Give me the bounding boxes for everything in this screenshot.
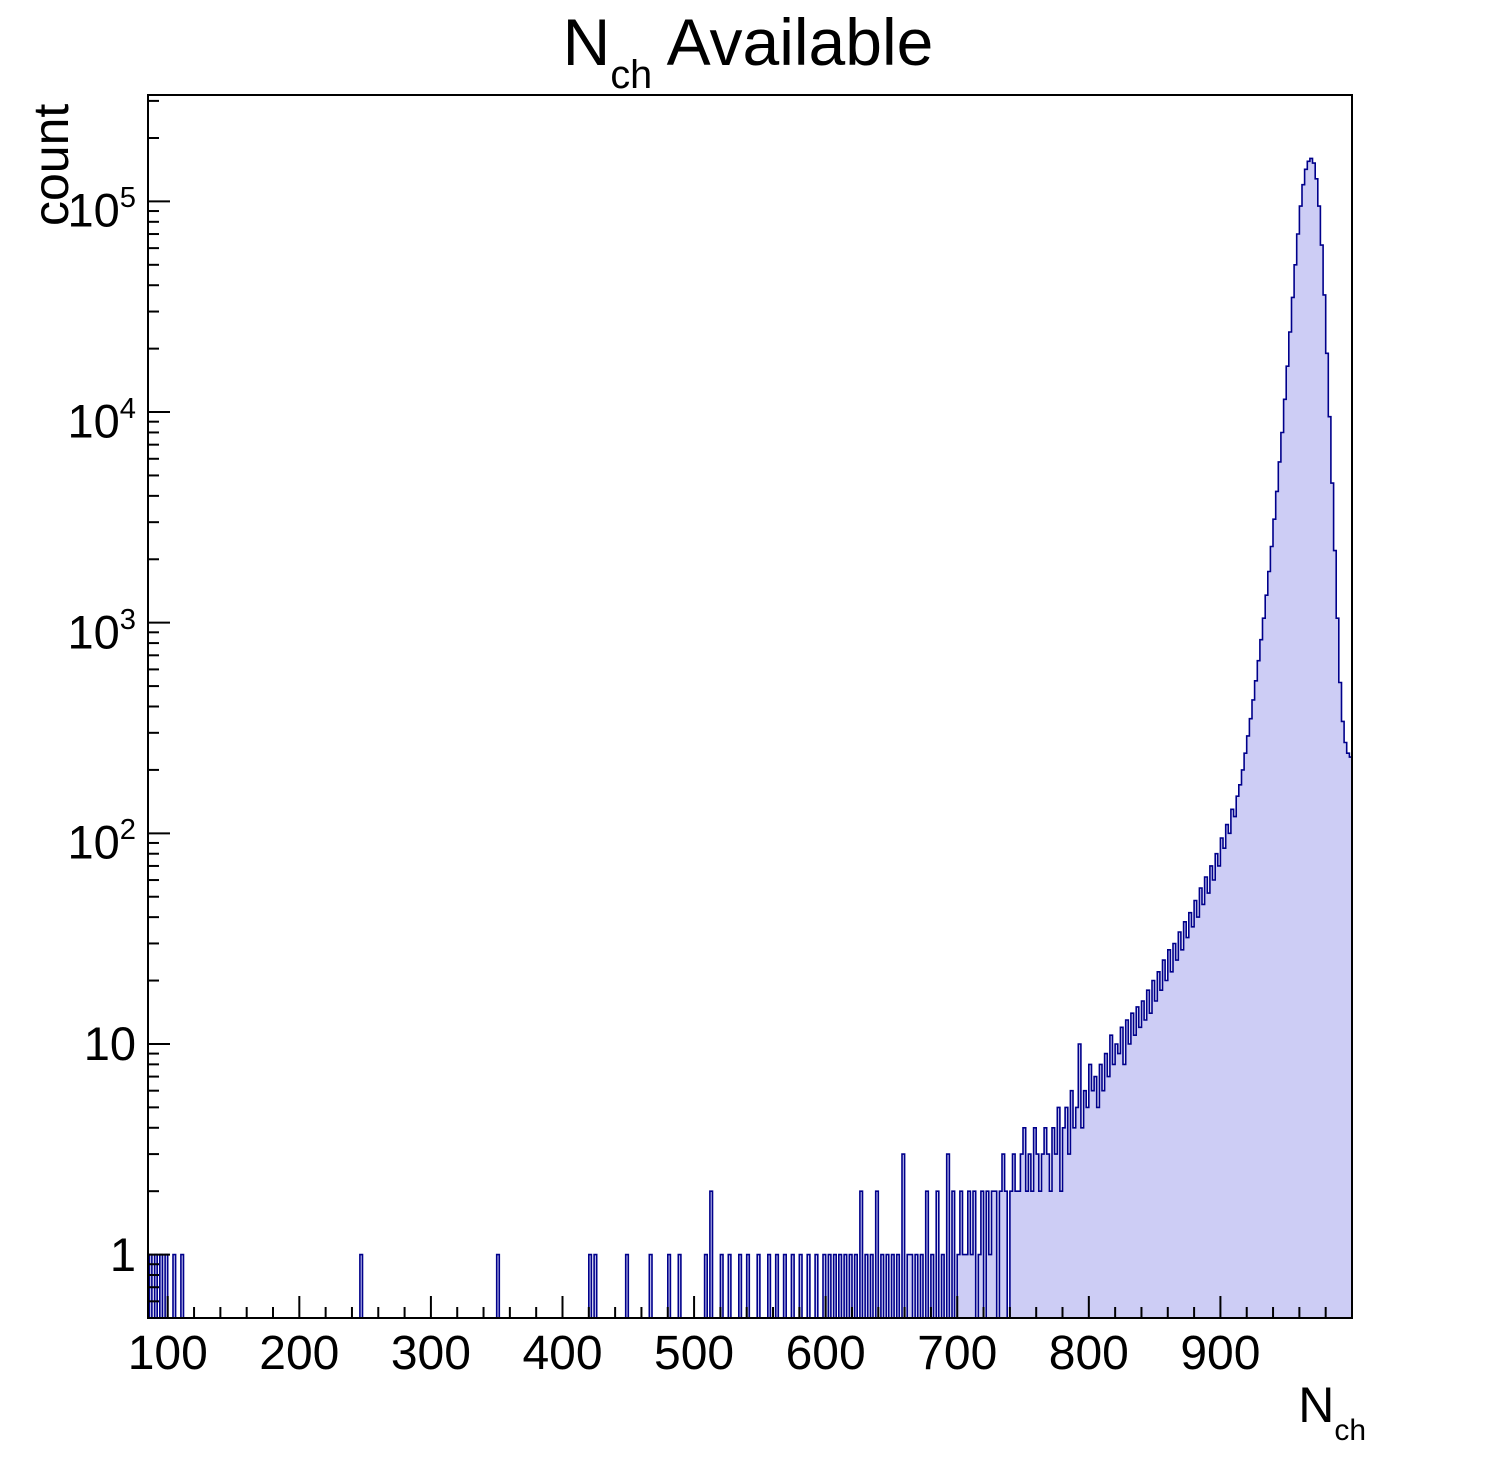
- plot-frame: [147, 94, 1353, 1319]
- histogram-fill: [149, 158, 1352, 1318]
- x-tick-label: 100: [127, 1327, 208, 1380]
- x-tick-label: 700: [917, 1327, 998, 1380]
- y-tick-label: 105: [67, 182, 136, 238]
- y-tick-label: 104: [67, 393, 136, 448]
- x-tick-label: 500: [654, 1327, 735, 1380]
- x-tick-label: 200: [259, 1327, 340, 1380]
- x-tick-label: 600: [785, 1327, 866, 1380]
- x-axis-title-subscript: ch: [1334, 1413, 1366, 1447]
- y-tick-label: 102: [67, 814, 136, 869]
- x-axis-title: Nch: [1298, 1376, 1366, 1447]
- x-axis-title-prefix: N: [1298, 1377, 1335, 1433]
- x-tick-label: 400: [522, 1327, 603, 1380]
- chart-title-suffix: Available: [666, 5, 934, 79]
- histogram-outline: [148, 157, 1353, 1319]
- y-tick-label: 103: [67, 603, 136, 659]
- x-tick-label: 800: [1048, 1327, 1129, 1380]
- chart-title-subscript: ch: [610, 52, 653, 97]
- y-tick-label: 1: [109, 1227, 136, 1281]
- chart-title: Nch Available: [0, 4, 1496, 97]
- x-tick-label: 300: [390, 1327, 471, 1380]
- x-tick-label: 900: [1180, 1327, 1261, 1380]
- y-tick-label: 10: [83, 1016, 136, 1070]
- chart-title-prefix: N: [562, 5, 611, 79]
